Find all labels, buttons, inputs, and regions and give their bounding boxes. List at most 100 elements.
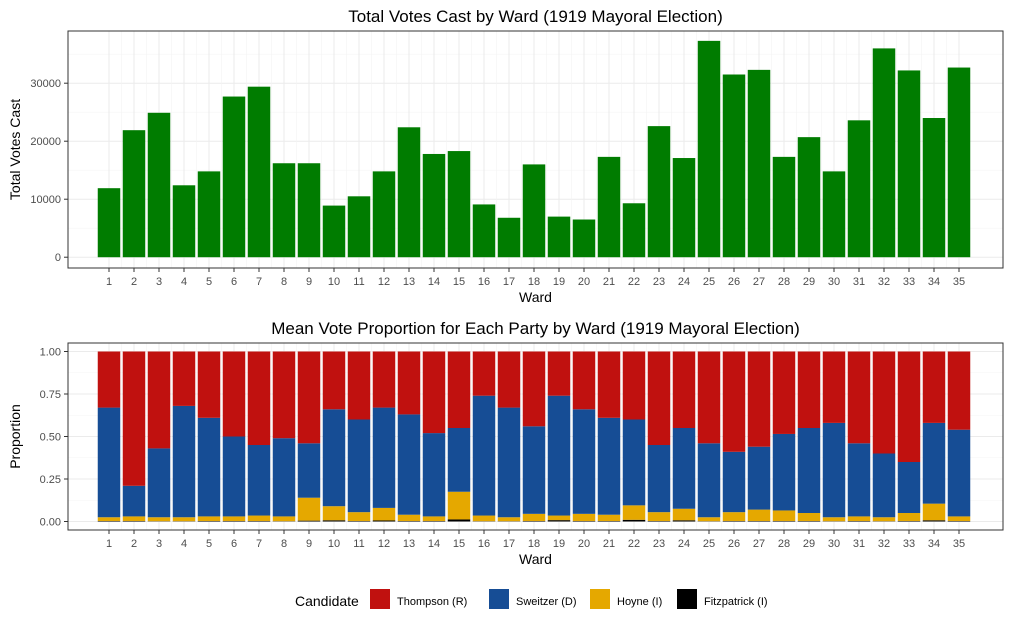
bar-segment (472, 515, 496, 522)
bar-segment (97, 517, 121, 521)
bar-segment (147, 517, 171, 522)
x-tick-label: 21 (603, 538, 615, 550)
x-tick-label: 27 (753, 276, 765, 288)
bar-segment (447, 491, 471, 520)
bar-segment (847, 443, 871, 517)
bar-segment (272, 516, 296, 522)
bar-segment (647, 351, 671, 445)
bar (197, 171, 221, 258)
bar-segment (547, 351, 571, 396)
x-axis-ticks: 1 2 3 4 5 6 7 8 9 10 11 12 13 14 15 16 17 18 19 20 21 22 23 24 2… (106, 268, 965, 288)
x-tick-label: 33 (903, 276, 915, 288)
bar (97, 188, 121, 258)
bar-segment (197, 516, 221, 521)
bar-segment (222, 520, 246, 522)
bar-segment (172, 351, 196, 406)
x-tick-label: 2 (131, 276, 137, 288)
bar-segment (222, 351, 246, 437)
legend: Candidate Thompson (R) Sweitzer (D) Hoyne … (295, 589, 768, 609)
x-tick-label: 10 (328, 538, 340, 550)
bar (922, 118, 946, 258)
legend-label: Sweitzer (D) (516, 596, 577, 608)
bar-segment (322, 520, 346, 522)
bar-segment (672, 428, 696, 509)
bar-segment (97, 351, 121, 408)
x-tick-label: 24 (678, 538, 690, 550)
legend-items: Thompson (R) Sweitzer (D) Hoyne (I) Fitzpat… (370, 589, 768, 609)
bar-segment (472, 351, 496, 396)
legend-title: Candidate (295, 593, 359, 609)
x-tick-label: 1 (106, 276, 112, 288)
bar-segment (672, 520, 696, 522)
bar-segment (197, 417, 221, 517)
bar (347, 196, 371, 258)
x-tick-label: 27 (753, 538, 765, 550)
bar-segment (622, 519, 646, 522)
bar-segment (147, 448, 171, 518)
x-tick-label: 5 (206, 276, 212, 288)
bar-segment (647, 520, 671, 522)
bar-segment (347, 512, 371, 521)
bar-segment (372, 520, 396, 522)
bar (147, 112, 171, 258)
bar-segment (97, 407, 121, 518)
legend-swatch (677, 589, 697, 609)
bar-segment (447, 519, 471, 522)
x-tick-label: 23 (653, 276, 665, 288)
bar-segment (347, 419, 371, 513)
bar (747, 69, 771, 258)
bar (772, 156, 796, 258)
bar-segment (147, 351, 171, 449)
y-tick-label: 0.75 (40, 389, 61, 401)
bar (297, 163, 321, 258)
bar-segment (397, 514, 421, 521)
x-tick-label: 19 (553, 276, 565, 288)
bar-segment (572, 513, 596, 521)
bar (422, 153, 446, 258)
bar-segment (347, 351, 371, 420)
legend-label: Hoyne (I) (617, 596, 662, 608)
bar-segment (772, 351, 796, 434)
bar-segment (672, 351, 696, 428)
x-tick-label: 34 (928, 276, 940, 288)
bar-segment (547, 395, 571, 516)
bar-segment (172, 405, 196, 518)
x-tick-label: 22 (628, 538, 640, 550)
x-tick-label: 16 (478, 538, 490, 550)
bar-segment (772, 520, 796, 522)
bar (672, 158, 696, 258)
x-tick-label: 17 (503, 276, 515, 288)
bar (872, 48, 896, 258)
y-axis-ticks: 0.00 0.25 0.50 0.75 1.00 (40, 347, 68, 529)
bar-segment (547, 515, 571, 521)
x-tick-label: 9 (306, 276, 312, 288)
bar-segment (322, 506, 346, 521)
bar (647, 126, 671, 258)
bar-segment (872, 517, 896, 522)
y-axis-title: Total Votes Cast (7, 99, 23, 200)
bar (247, 86, 271, 258)
x-tick-label: 32 (878, 538, 890, 550)
bar-segment (622, 505, 646, 520)
x-tick-label: 18 (528, 538, 540, 550)
bar-segment (222, 516, 246, 521)
bar-segment (297, 443, 321, 498)
bar (372, 171, 396, 258)
bar-segment (297, 351, 321, 444)
bar (597, 156, 621, 258)
y-tick-label: 0 (55, 252, 61, 264)
bar-segment (522, 426, 546, 514)
bar-segment (422, 433, 446, 517)
bar-segment (947, 429, 971, 517)
bar-segment (897, 513, 921, 521)
bar-segment (247, 445, 271, 516)
x-tick-label: 13 (403, 538, 415, 550)
bar-segment (497, 407, 521, 518)
bar-segment (947, 351, 971, 430)
bar-segment (122, 516, 146, 521)
x-tick-label: 1 (106, 538, 112, 550)
x-tick-label: 25 (703, 538, 715, 550)
x-tick-label: 5 (206, 538, 212, 550)
bar-segment (397, 520, 421, 522)
bar-segment (697, 351, 721, 444)
